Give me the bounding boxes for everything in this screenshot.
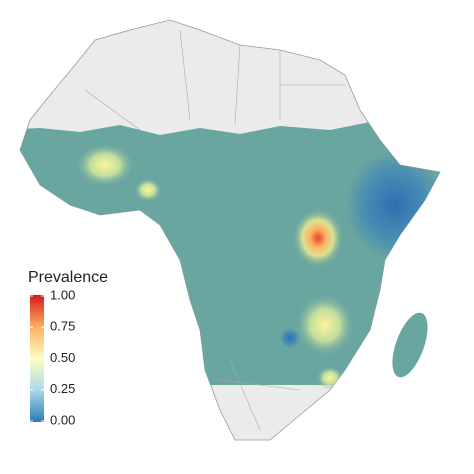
africa-map — [19, 19, 441, 441]
tick-label: 0.00 — [50, 412, 75, 427]
color-bar — [30, 295, 44, 422]
tick-label: 0.75 — [50, 319, 75, 334]
legend-title: Prevalence — [28, 269, 108, 286]
tick-label: 1.00 — [50, 287, 75, 302]
legend: Prevalence 0.00 0.25 0.50 0.75 1.00 — [28, 269, 108, 427]
tick-label: 0.25 — [50, 381, 75, 396]
tick-label: 0.50 — [50, 350, 75, 365]
madagascar — [392, 312, 428, 378]
